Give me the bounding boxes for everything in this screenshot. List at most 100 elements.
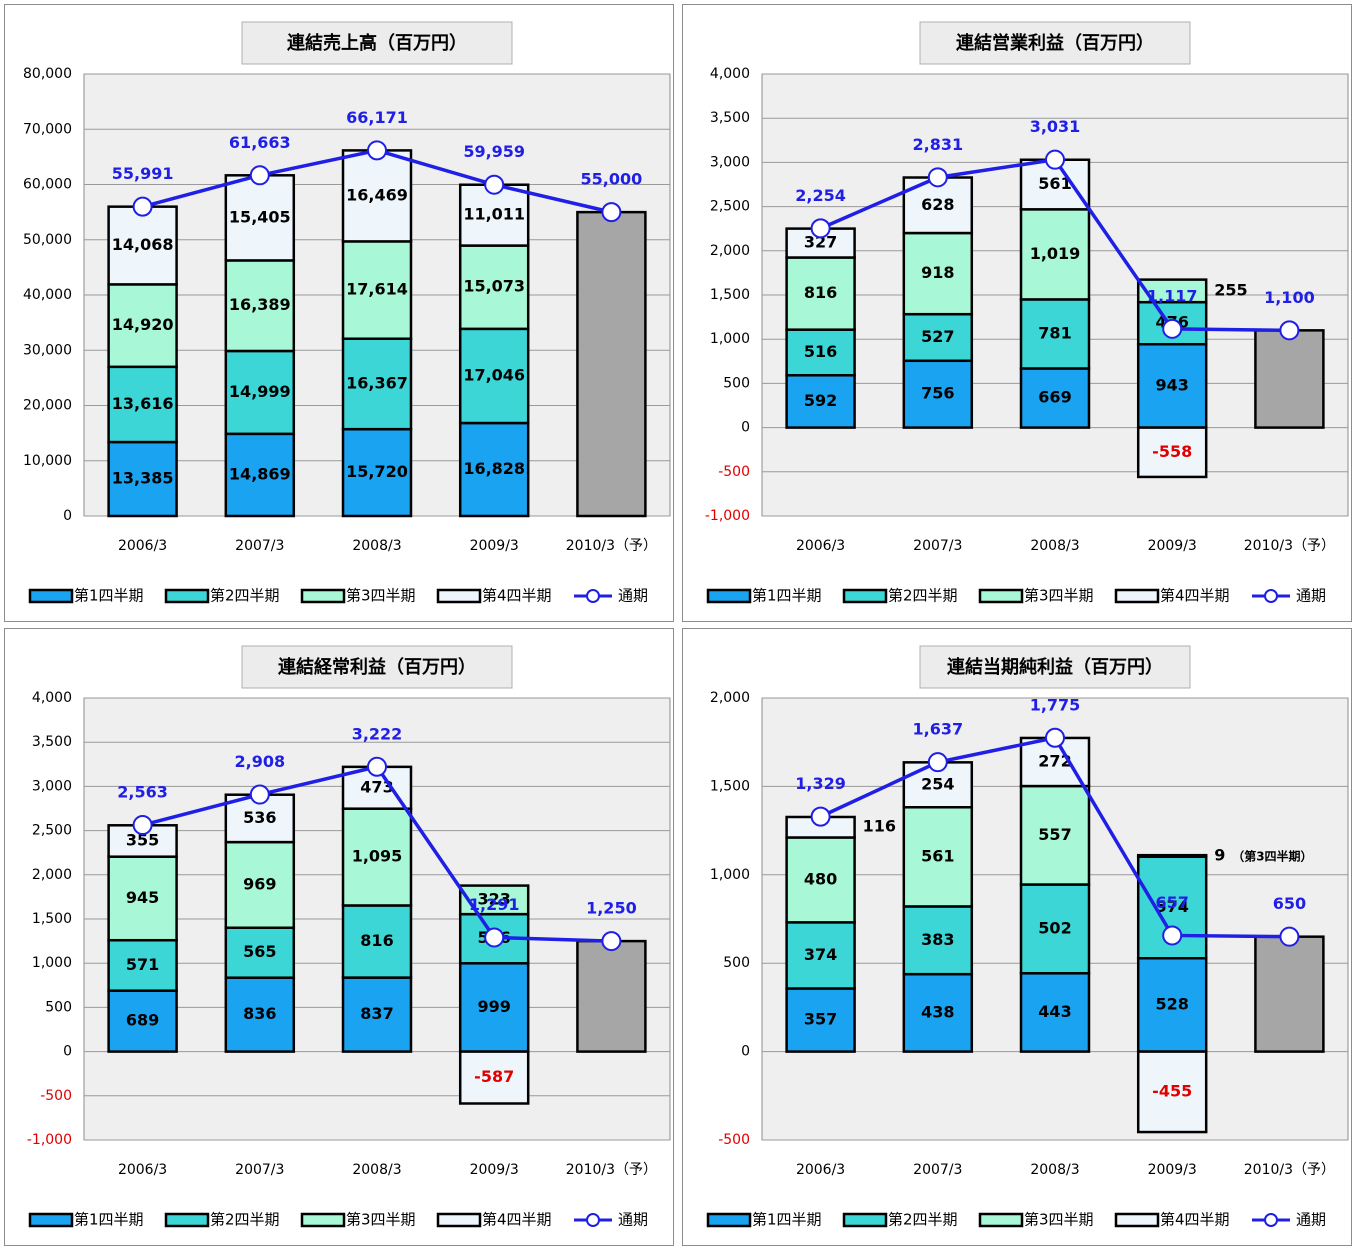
bar-value-label: 561 (1038, 174, 1071, 193)
bar-value-label: 561 (921, 846, 954, 865)
line-value-label: 650 (1273, 894, 1306, 913)
y-tick-label: 30,000 (23, 342, 72, 358)
legend-label: 第4四半期 (482, 587, 552, 605)
y-tick-label: -1,000 (27, 1132, 72, 1148)
line-point (601, 931, 622, 952)
y-tick-label: 2,000 (710, 690, 750, 706)
line-value-label: 55,000 (581, 170, 643, 189)
line-point (249, 165, 270, 186)
bar-value-label: 516 (804, 342, 837, 361)
legend-label: 通期 (618, 587, 648, 605)
y-tick-label: 1,500 (710, 287, 750, 303)
line-value-label: 2,831 (912, 135, 963, 154)
bar-segment (458, 244, 530, 331)
bar-value-label: 945 (126, 888, 159, 907)
legend-label: 第2四半期 (888, 587, 958, 605)
bar-value-label: 836 (243, 1004, 276, 1023)
x-tick-label: 2007/3 (235, 538, 284, 554)
line-value-label: 1,637 (912, 720, 963, 739)
y-tick-label: 1,000 (710, 331, 750, 347)
line-value-label: 1,775 (1030, 695, 1081, 714)
bar-value-label: 17,614 (346, 280, 408, 299)
line-point (1162, 318, 1183, 339)
line-value-label: 1,250 (586, 899, 637, 918)
bar-segment (785, 836, 856, 924)
bar-segment (224, 432, 296, 518)
bar-segment (341, 240, 413, 340)
x-tick-label: 2009/3 (470, 1162, 519, 1178)
legend-label: 第3四半期 (1024, 1211, 1094, 1229)
bar-value-label: 13,616 (112, 394, 174, 413)
legend-swatch (1114, 588, 1160, 604)
bar-value-label: 16,828 (463, 459, 525, 478)
y-tick-label: 70,000 (23, 121, 72, 137)
legend-label: 第1四半期 (74, 1211, 144, 1229)
bar-value-label: 383 (921, 930, 954, 949)
chart-title: 連結経常利益（百万円） (278, 656, 476, 678)
chart-panel: 0 10,000 20,000 30,000 40,000 50,000 60,000 70,… (4, 4, 674, 622)
title-box (919, 645, 1191, 689)
legend-swatch (28, 588, 74, 604)
bar-segment (1019, 784, 1091, 886)
line-point (1279, 320, 1300, 341)
y-tick-label: 500 (723, 375, 750, 391)
line-point (1162, 925, 1183, 946)
x-tick-label: 2009/3 (1148, 538, 1197, 554)
bar-segment (785, 328, 856, 377)
bar-value-label: 14,999 (229, 382, 291, 401)
bar-segment (458, 327, 530, 425)
bar-value-label: 438 (921, 1002, 954, 1021)
x-tick-label: 2010/3（予） (566, 538, 657, 554)
line-point (367, 756, 387, 777)
legend-label: 第1四半期 (752, 1211, 822, 1229)
bar-value-label: 272 (1038, 752, 1071, 771)
legend-label: 第3四半期 (346, 587, 416, 605)
bar-value-label: -587 (474, 1067, 514, 1086)
title-box (241, 645, 513, 689)
bar-value-label: 16,389 (229, 295, 291, 314)
legend-swatch (978, 588, 1024, 604)
line-value-label: 3,222 (352, 724, 403, 743)
x-tick-label: 2010/3（予） (566, 1162, 657, 1178)
y-tick-label: 2,000 (32, 867, 72, 883)
bar-segment (1136, 278, 1208, 304)
legend-label: 通期 (1296, 1211, 1326, 1229)
legend-swatch (586, 1213, 600, 1227)
line-point (1045, 727, 1065, 748)
legend-swatch (706, 588, 752, 604)
bar-value-label: 14,068 (112, 235, 174, 254)
legend-label: 第3四半期 (1024, 587, 1094, 605)
y-tick-label: 500 (723, 955, 750, 971)
line-value-label: 1,117 (1147, 286, 1198, 305)
bar-segment (107, 855, 178, 942)
legend-label: 第2四半期 (210, 587, 280, 605)
bar-value-label: 17,046 (463, 365, 525, 384)
y-tick-label: 50,000 (23, 232, 72, 248)
line-point (132, 196, 153, 217)
legend-swatch (978, 1212, 1024, 1228)
forecast-bar (1254, 329, 1325, 429)
y-tick-label: 0 (741, 420, 750, 436)
bar-value-label: 999 (477, 997, 510, 1016)
bar-segment (1136, 1050, 1208, 1134)
line-point (927, 752, 948, 773)
x-tick-label: 2010/3（予） (1244, 538, 1335, 554)
bar-segment (341, 427, 413, 518)
bar-value-label: 357 (804, 1010, 837, 1029)
bar-value-label: 565 (243, 942, 276, 961)
line-value-label: 2,254 (795, 186, 846, 205)
bar-value-label: 255 (1214, 280, 1247, 299)
chart-title: 連結営業利益（百万円） (956, 32, 1154, 54)
x-tick-label: 2008/3 (1030, 538, 1079, 554)
bar-segment (107, 989, 178, 1053)
legend-label: 第2四半期 (210, 1211, 280, 1229)
bar-value-label: 969 (243, 874, 276, 893)
bar-value-label: 15,073 (463, 277, 525, 296)
legend-label: 第4四半期 (1160, 1211, 1230, 1229)
legend-label: 第1四半期 (752, 587, 822, 605)
line-point (810, 806, 831, 827)
line-value-label: 1,100 (1264, 288, 1315, 307)
bar-value-label: 15,405 (229, 207, 291, 226)
bar-value-label: 14,869 (229, 464, 291, 483)
bar-value-label: 502 (1038, 918, 1071, 937)
